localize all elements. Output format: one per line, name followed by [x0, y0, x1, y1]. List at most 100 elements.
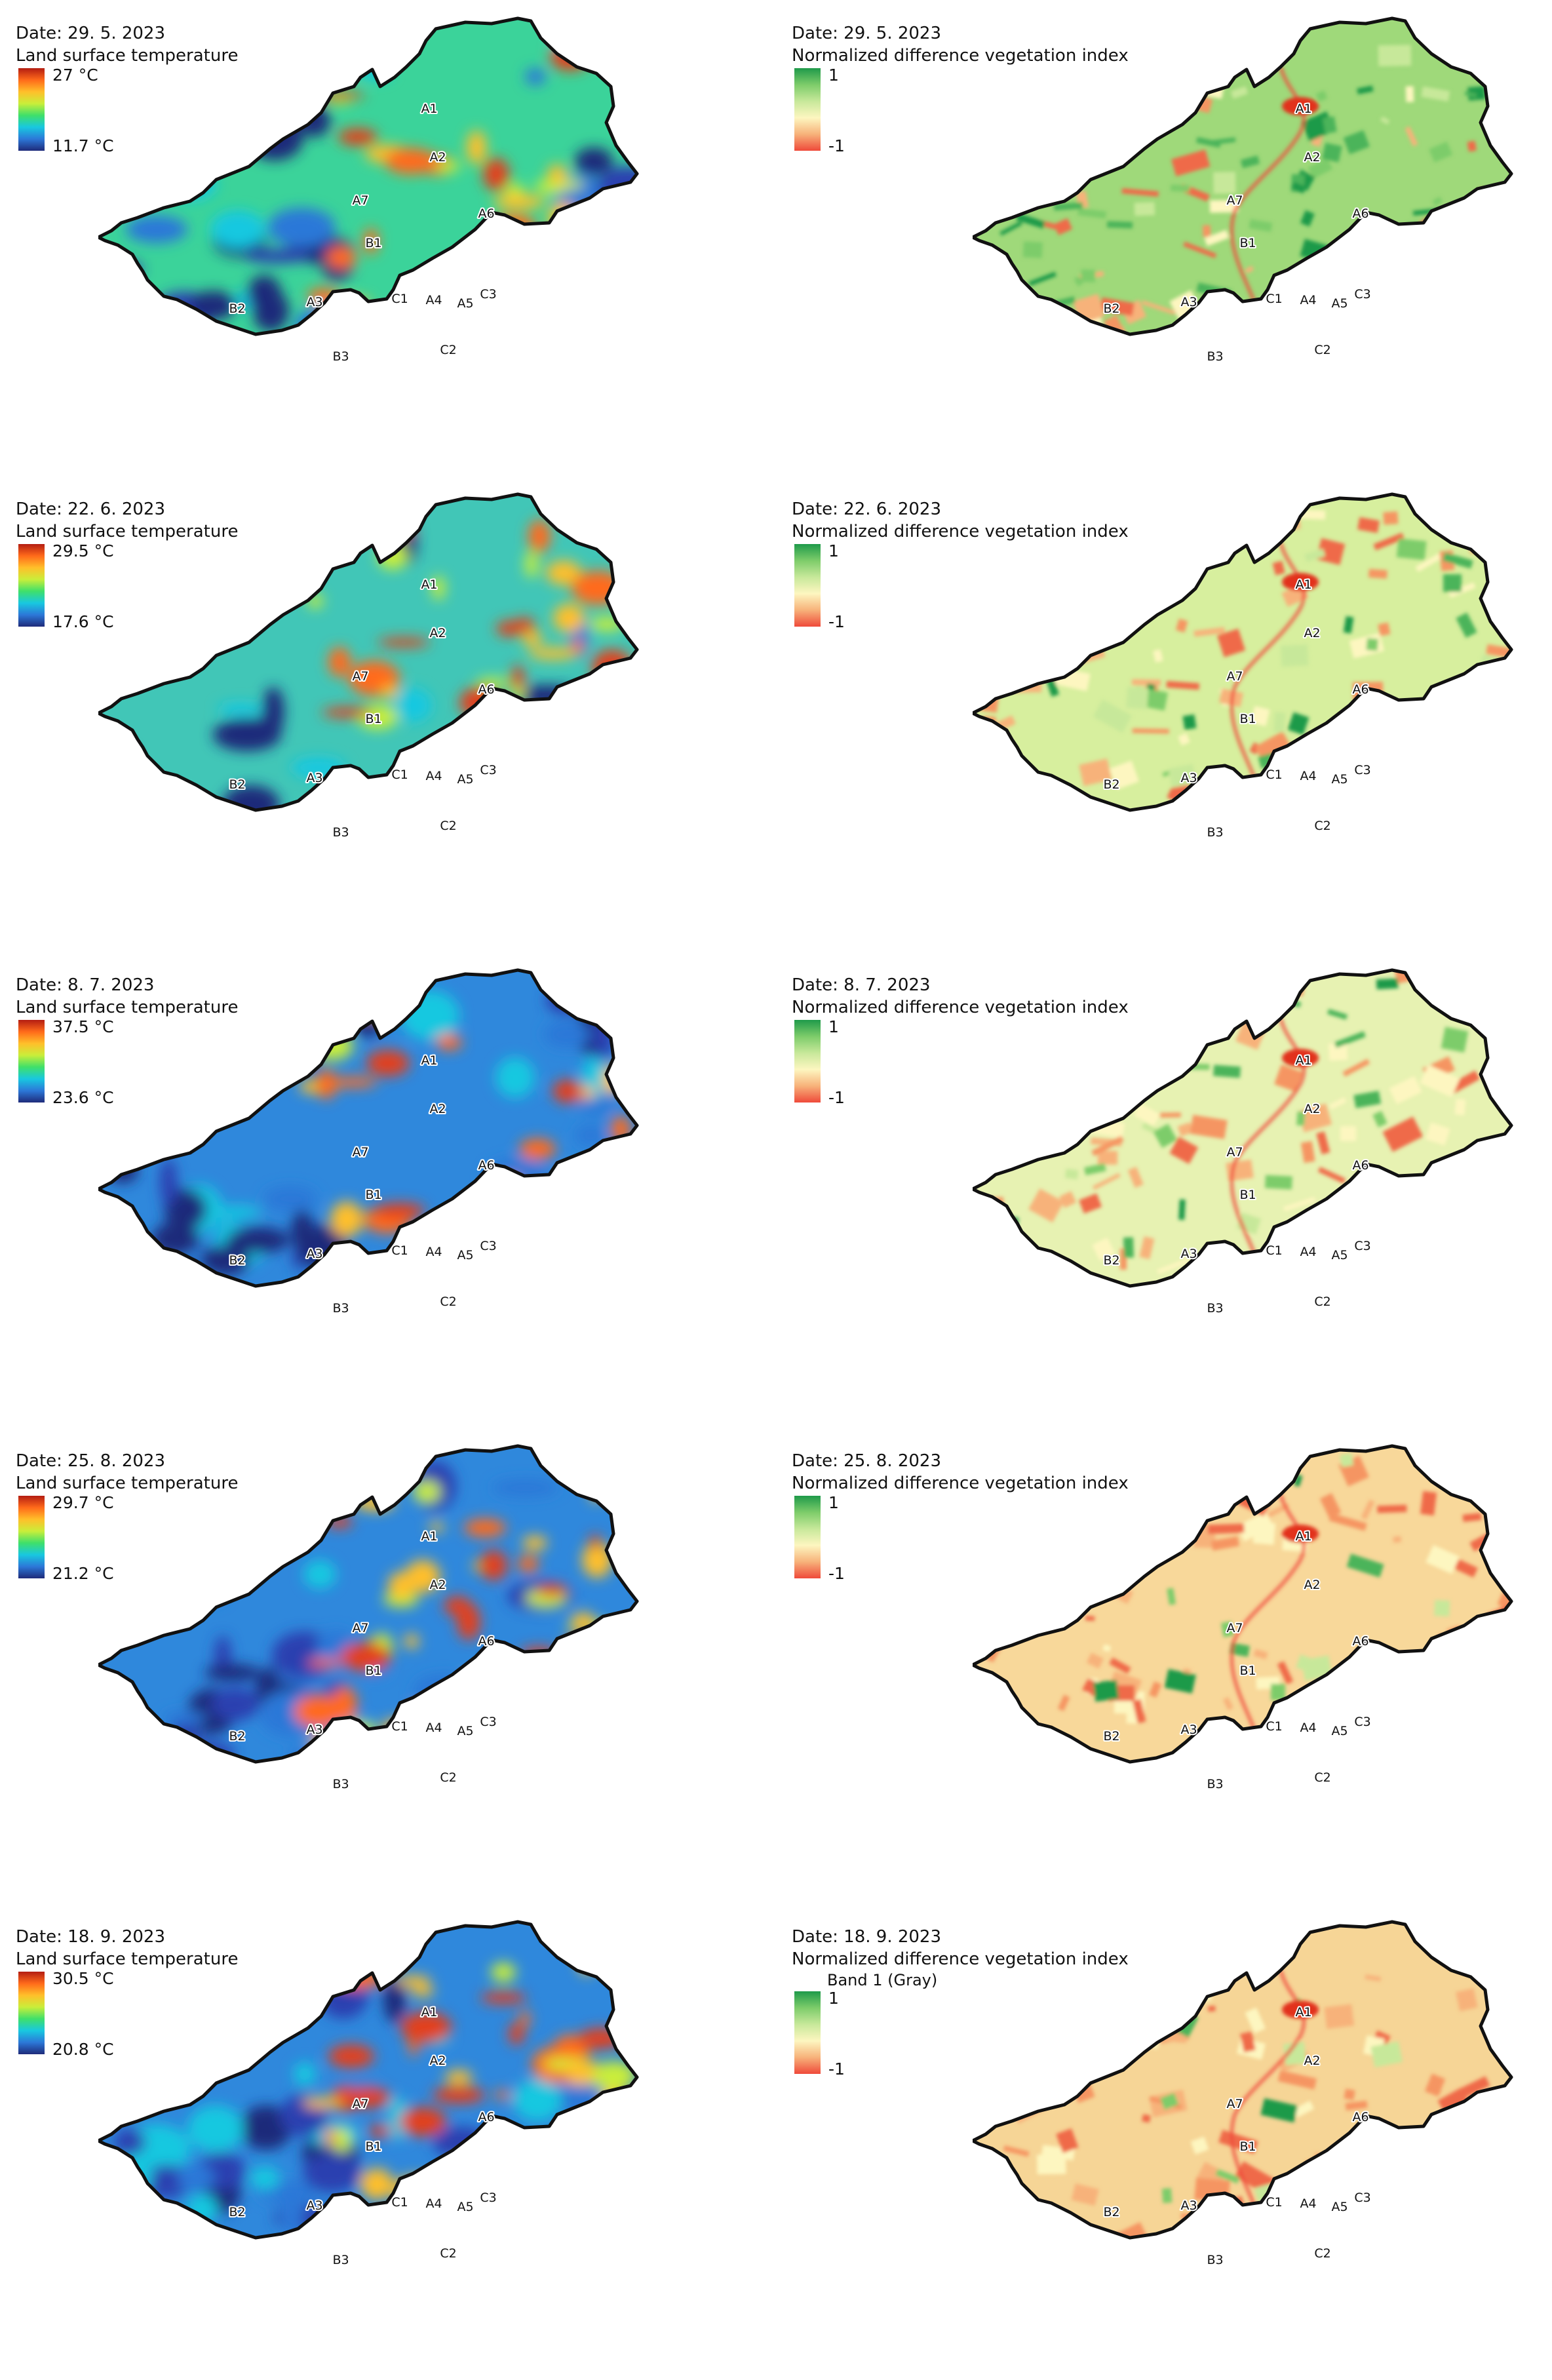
- site-label: A4: [1300, 1245, 1316, 1259]
- raster-fill: [98, 970, 637, 1286]
- site-label: A2: [1304, 1578, 1320, 1592]
- date-label: Date: 22. 6. 2023: [792, 499, 942, 519]
- map-svg: A1 A2 A7 A6 B1 C1 A4 A5 C3 B2 A3 B3 C2: [98, 968, 639, 1317]
- site-label: A7: [352, 2097, 368, 2111]
- color-ramp: 1 -1: [792, 1493, 1129, 1583]
- map-svg: A1 A2 A7 A6 B1 C1 A4 A5 C3 B2 A3 B3 C2: [98, 1920, 639, 2269]
- date-label: Date: 8. 7. 2023: [792, 975, 931, 995]
- map-svg: A1 A2 A7 A6 B1 C1 A4 A5 C3 B2 A3 B3 C2: [98, 492, 639, 841]
- map-legend: Date: 18. 9. 2023 Land surface temperatur…: [16, 1926, 238, 2059]
- date-label: Date: 18. 9. 2023: [792, 1927, 942, 1947]
- ndvi-map-panel: Date: 18. 9. 2023 Normalized difference v…: [776, 1903, 1552, 2379]
- site-label: A7: [352, 669, 368, 684]
- color-ramp-bar: [794, 68, 821, 151]
- site-label: B3: [332, 825, 349, 840]
- site-label: C2: [440, 819, 456, 833]
- region-boundary: [973, 492, 1513, 812]
- ramp-min-label: 17.6 °C: [52, 612, 114, 631]
- site-label: C3: [1354, 763, 1370, 777]
- map-legend: Date: 22. 6. 2023 Normalized difference v…: [792, 498, 1129, 631]
- color-ramp-bar: [18, 68, 45, 151]
- site-label: A1: [1295, 2005, 1311, 2019]
- site-label: C1: [391, 1719, 408, 1734]
- site-label: B2: [1103, 1253, 1119, 1268]
- site-label: A3: [306, 1723, 322, 1737]
- site-label: A3: [1180, 771, 1197, 785]
- site-label: A5: [1331, 296, 1348, 311]
- site-label: C3: [480, 1715, 496, 1729]
- layer-title: Normalized difference vegetation index: [792, 998, 1129, 1017]
- site-label: C2: [1314, 1295, 1330, 1309]
- site-label: A6: [1352, 1634, 1368, 1648]
- ramp-min-label: 20.8 °C: [52, 2040, 114, 2059]
- site-label: B1: [365, 2139, 381, 2154]
- site-label: B1: [365, 712, 381, 726]
- map-legend: Date: 29. 5. 2023 Land surface temperatur…: [16, 22, 238, 155]
- site-label: A7: [1226, 669, 1243, 684]
- site-label: A1: [421, 1053, 437, 1068]
- site-label: A4: [425, 769, 442, 783]
- date-label: Date: 29. 5. 2023: [792, 24, 942, 43]
- site-label: A3: [1180, 2198, 1197, 2213]
- color-ramp-bar: [794, 1020, 821, 1102]
- ramp-max-label: 1: [828, 1989, 839, 2008]
- site-label: A1: [421, 102, 437, 116]
- layer-title: Normalized difference vegetation index: [792, 1473, 1129, 1493]
- site-label: C1: [391, 1243, 408, 1258]
- site-label: B3: [332, 1301, 349, 1316]
- site-label: A1: [421, 2005, 437, 2019]
- color-ramp: 30.5 °C 20.8 °C: [16, 1969, 238, 2059]
- color-ramp: 1 -1: [792, 66, 1129, 155]
- site-label: B1: [365, 236, 381, 250]
- site-label: B2: [229, 1729, 245, 1744]
- site-label: A5: [457, 772, 473, 787]
- site-label: A1: [1295, 577, 1311, 592]
- site-label: A6: [1352, 206, 1368, 221]
- raster-map: A1 A2 A7 A6 B1 C1 A4 A5 C3 B2 A3 B3 C2: [973, 490, 1552, 936]
- ramp-min-label: 11.7 °C: [52, 136, 114, 155]
- map-svg: A1 A2 A7 A6 B1 C1 A4 A5 C3 B2 A3 B3 C2: [98, 16, 639, 365]
- color-ramp: 1 -1: [792, 541, 1129, 631]
- site-label: C1: [1266, 1719, 1282, 1734]
- ndvi-map-panel: Date: 25. 8. 2023 Normalized difference v…: [776, 1428, 1552, 1903]
- site-label: C2: [1314, 343, 1330, 357]
- ramp-max-label: 1: [828, 541, 839, 560]
- site-label: B1: [1239, 712, 1256, 726]
- date-label: Date: 8. 7. 2023: [16, 975, 155, 995]
- site-label: A4: [425, 1245, 442, 1259]
- raster-map: A1 A2 A7 A6 B1 C1 A4 A5 C3 B2 A3 B3 C2: [973, 1442, 1552, 1888]
- raster-map: A1 A2 A7 A6 B1 C1 A4 A5 C3 B2 A3 B3 C2: [973, 14, 1552, 460]
- site-label: A6: [478, 1634, 494, 1648]
- region-boundary: [98, 968, 639, 1288]
- region-boundary: [98, 1920, 639, 2240]
- site-label: C3: [480, 763, 496, 777]
- site-label: C3: [1354, 2191, 1370, 2205]
- raster-map: A1 A2 A7 A6 B1 C1 A4 A5 C3 B2 A3 B3 C2: [98, 14, 701, 460]
- color-ramp: 27 °C 11.7 °C: [16, 66, 238, 155]
- region-boundary: [973, 968, 1513, 1288]
- region-boundary: [98, 1444, 639, 1764]
- site-label: A3: [306, 2198, 322, 2213]
- raster-fill: [98, 1446, 637, 1762]
- ramp-min-label: -1: [828, 612, 845, 631]
- site-label: A4: [1300, 293, 1316, 307]
- site-label: A6: [1352, 2110, 1368, 2124]
- map-legend: Date: 25. 8. 2023 Normalized difference v…: [792, 1450, 1129, 1583]
- color-ramp-bar: [794, 1496, 821, 1578]
- site-label: A3: [1180, 1247, 1197, 1261]
- date-label: Date: 25. 8. 2023: [16, 1451, 166, 1471]
- ramp-min-label: 21.2 °C: [52, 1564, 114, 1583]
- site-label: A6: [478, 682, 494, 697]
- map-svg: A1 A2 A7 A6 B1 C1 A4 A5 C3 B2 A3 B3 C2: [98, 1444, 639, 1793]
- map-legend: Date: 22. 6. 2023 Land surface temperatur…: [16, 498, 238, 631]
- site-label: C3: [1354, 1239, 1370, 1253]
- site-label: A5: [1331, 1248, 1348, 1262]
- site-label: A5: [457, 296, 473, 311]
- date-label: Date: 25. 8. 2023: [792, 1451, 942, 1471]
- site-label: A6: [478, 2110, 494, 2124]
- site-label: C1: [1266, 1243, 1282, 1258]
- ramp-max-label: 1: [828, 1017, 839, 1036]
- lst-map-panel: Date: 8. 7. 2023 Land surface temperature…: [0, 952, 776, 1428]
- map-legend: Date: 8. 7. 2023 Normalized difference ve…: [792, 974, 1129, 1107]
- site-label: B3: [1207, 1777, 1223, 1791]
